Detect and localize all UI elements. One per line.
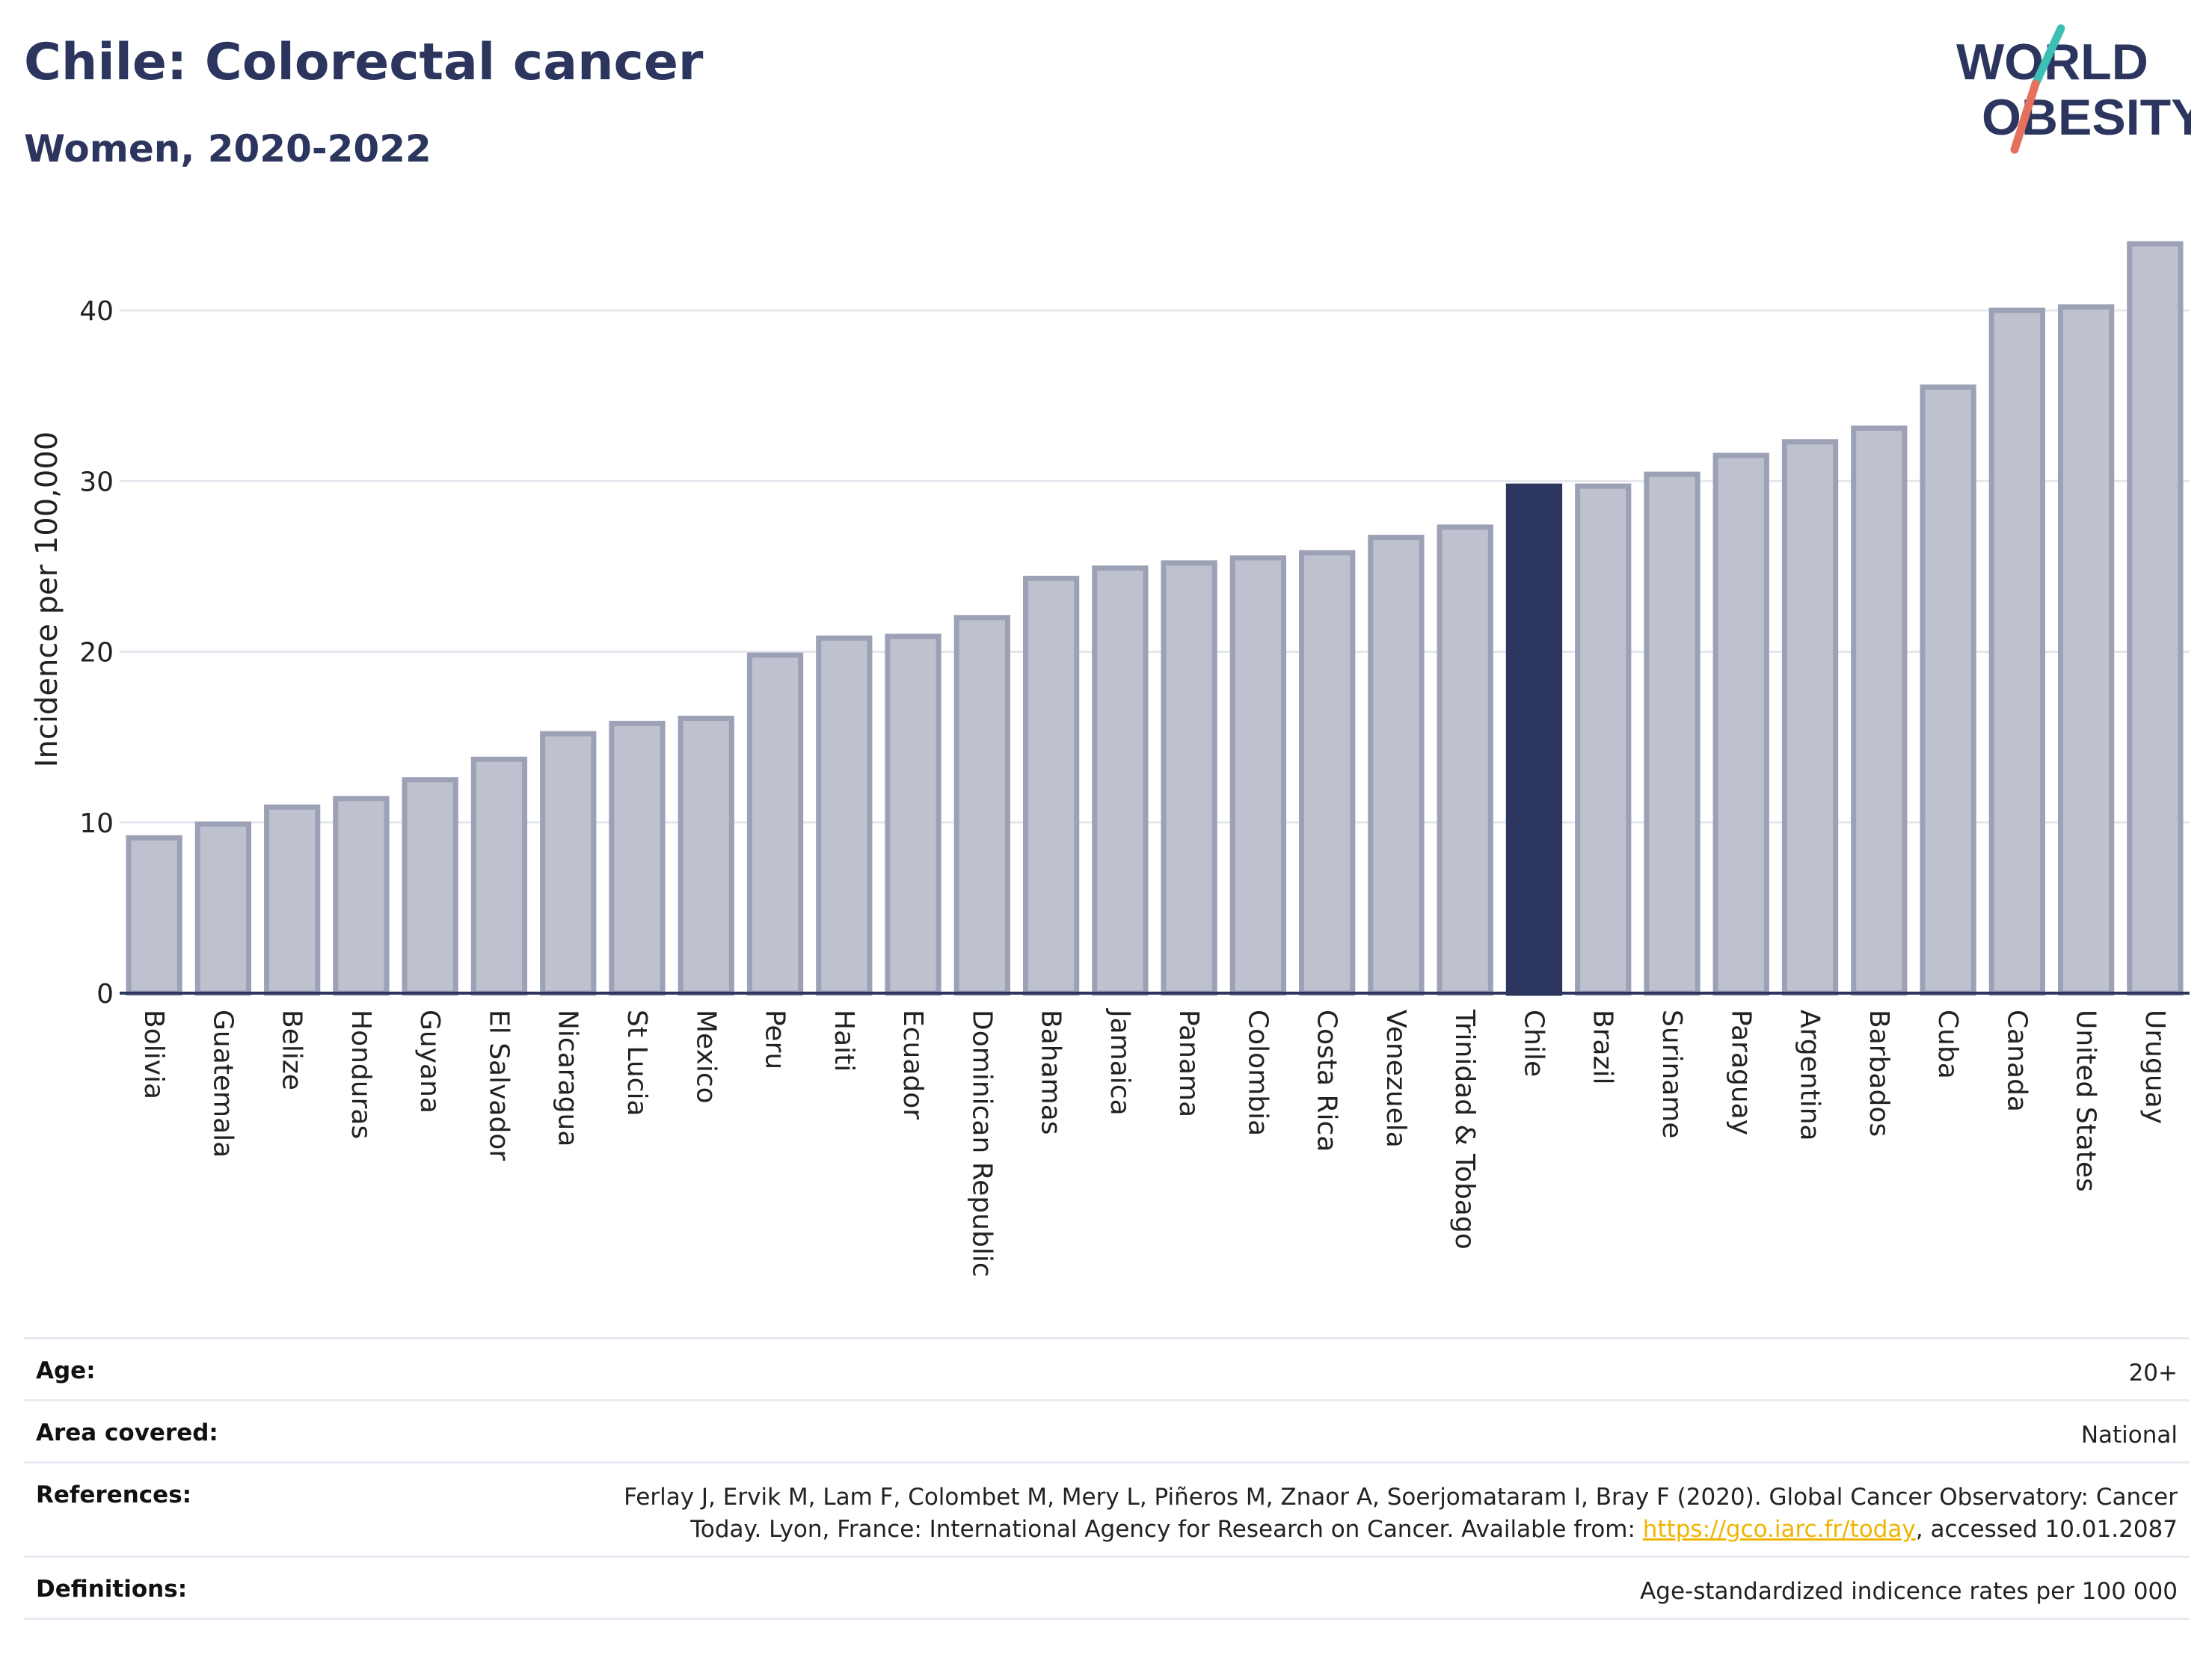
y-axis-label: Incidence per 100,000: [30, 432, 64, 768]
bar-haiti: [816, 635, 873, 996]
references-line-2: Today. Lyon, France: International Agenc…: [624, 1514, 2178, 1546]
bar-cuba: [1920, 384, 1976, 996]
world-obesity-logo: WORLD OBESITY: [1956, 24, 2191, 154]
bar-chile: [1505, 483, 1563, 996]
bar-bolivia: [126, 835, 182, 996]
y-tick-label: 40: [79, 296, 114, 327]
bar-bahamas: [1022, 575, 1080, 996]
references-line-1: Ferlay J, Ervik M, Lam F, Colombet M, Me…: [624, 1484, 2178, 1511]
definitions-value: Age-standardized indicence rates per 100…: [1640, 1578, 2178, 1605]
bar-nicaragua: [540, 731, 597, 996]
x-tick-label: Ecuador: [897, 1010, 928, 1120]
x-tick-label: Mexico: [690, 1010, 721, 1104]
references-value: Ferlay J, Ervik M, Lam F, Colombet M, Me…: [624, 1481, 2178, 1546]
info-table: Age: 20+ Area covered: National Referenc…: [24, 1337, 2190, 1620]
references-line-2-post: , accessed 10.01.2087: [1915, 1516, 2178, 1543]
logo-slash-teal: [2031, 24, 2065, 88]
area-value: National: [2080, 1422, 2178, 1449]
x-tick-label: Argentina: [1795, 1010, 1825, 1141]
bar-el-salvador: [470, 756, 528, 996]
area-label: Area covered:: [36, 1419, 218, 1446]
info-row-references: References: Ferlay J, Ervik M, Lam F, Co…: [24, 1461, 2190, 1556]
bar-ecuador: [885, 633, 941, 996]
x-tick-label: Trinidad & Tobago: [1449, 1009, 1480, 1250]
x-tick-label: Panama: [1173, 1010, 1204, 1117]
y-tick-label: 10: [79, 808, 114, 839]
x-tick-label: Chile: [1518, 1010, 1549, 1077]
bar-barbados: [1851, 425, 1908, 996]
x-tick-label: El Salvador: [483, 1010, 514, 1161]
bar-united-states: [2057, 304, 2115, 996]
bar-costa-rica: [1299, 550, 1356, 996]
bar-guatemala: [194, 821, 252, 996]
bar-belize: [264, 804, 321, 996]
bar-brazil: [1575, 483, 1632, 996]
references-line-2-pre: Today. Lyon, France: International Agenc…: [690, 1516, 1643, 1543]
x-tick-label: Belize: [277, 1010, 307, 1090]
x-tick-label: Haiti: [829, 1010, 859, 1072]
x-tick-label: St Lucia: [621, 1010, 652, 1117]
x-tick-label: Costa Rica: [1312, 1010, 1342, 1152]
age-label: Age:: [36, 1357, 96, 1384]
y-tick-label: 30: [79, 467, 114, 497]
age-value: 20+: [2128, 1360, 2178, 1387]
x-tick-label: Honduras: [345, 1010, 376, 1139]
y-tick-label: 20: [79, 638, 114, 669]
x-tick-label: Cuba: [1932, 1010, 1963, 1079]
x-tick-label: Dominican Republic: [966, 1010, 997, 1277]
bar-panama: [1161, 560, 1217, 996]
x-tick-label: Canada: [2001, 1010, 2032, 1112]
bar-mexico: [678, 716, 734, 996]
definitions-label: Definitions:: [36, 1576, 188, 1603]
x-tick-label: Jamaica: [1105, 1008, 1135, 1116]
bar-chart: 0 10 20 30 40 Incidence per 100,000 Bolivia Gua…: [30, 241, 2190, 1277]
x-tick-label: Bolivia: [138, 1010, 169, 1099]
bar-venezuela: [1368, 535, 1425, 996]
x-tick-label: Venezuela: [1380, 1010, 1411, 1148]
bar-dominican-republic: [953, 615, 1010, 996]
logo-slash-red: [2010, 79, 2040, 154]
info-row-age: Age: 20+: [24, 1337, 2190, 1399]
x-tick-label: Colombia: [1242, 1010, 1273, 1136]
x-tick-label: Bahamas: [1036, 1010, 1066, 1135]
x-tick-label: Barbados: [1864, 1010, 1894, 1137]
x-tick-label: Peru: [760, 1010, 790, 1069]
info-row-area: Area covered: National: [24, 1399, 2190, 1461]
x-tick-label: United States: [2071, 1010, 2101, 1192]
x-tick-label: Suriname: [1656, 1010, 1687, 1139]
bar-honduras: [333, 796, 390, 996]
chart-subtitle: Women, 2020-2022: [24, 127, 431, 171]
x-tick-label: Brazil: [1588, 1010, 1618, 1084]
bar-canada: [1988, 307, 2045, 996]
bar-trinidad-tobago: [1437, 524, 1493, 996]
x-tick-label: Guatemala: [207, 1010, 238, 1158]
chart-title: Chile: Colorectal cancer: [24, 33, 704, 92]
bar-guyana: [402, 777, 458, 996]
bar-colombia: [1229, 555, 1287, 996]
bar-peru: [746, 652, 804, 996]
bar-suriname: [1644, 471, 1701, 996]
x-tick-label: Nicaragua: [553, 1010, 583, 1146]
bar-uruguay: [2127, 241, 2184, 996]
references-link[interactable]: https://gco.iarc.fr/today: [1642, 1516, 1916, 1543]
references-label: References:: [36, 1481, 192, 1508]
y-tick-label: 0: [96, 979, 114, 1010]
x-tick-label: Guyana: [414, 1010, 445, 1114]
bar-st-lucia: [609, 720, 666, 996]
bar-argentina: [1781, 439, 1839, 996]
info-row-definitions: Definitions: Age-standardized indicence …: [24, 1556, 2190, 1620]
bar-paraguay: [1712, 452, 1769, 996]
bar-jamaica: [1092, 565, 1149, 996]
x-tick-label: Uruguay: [2139, 1010, 2170, 1124]
x-tick-label: Paraguay: [1725, 1010, 1756, 1135]
